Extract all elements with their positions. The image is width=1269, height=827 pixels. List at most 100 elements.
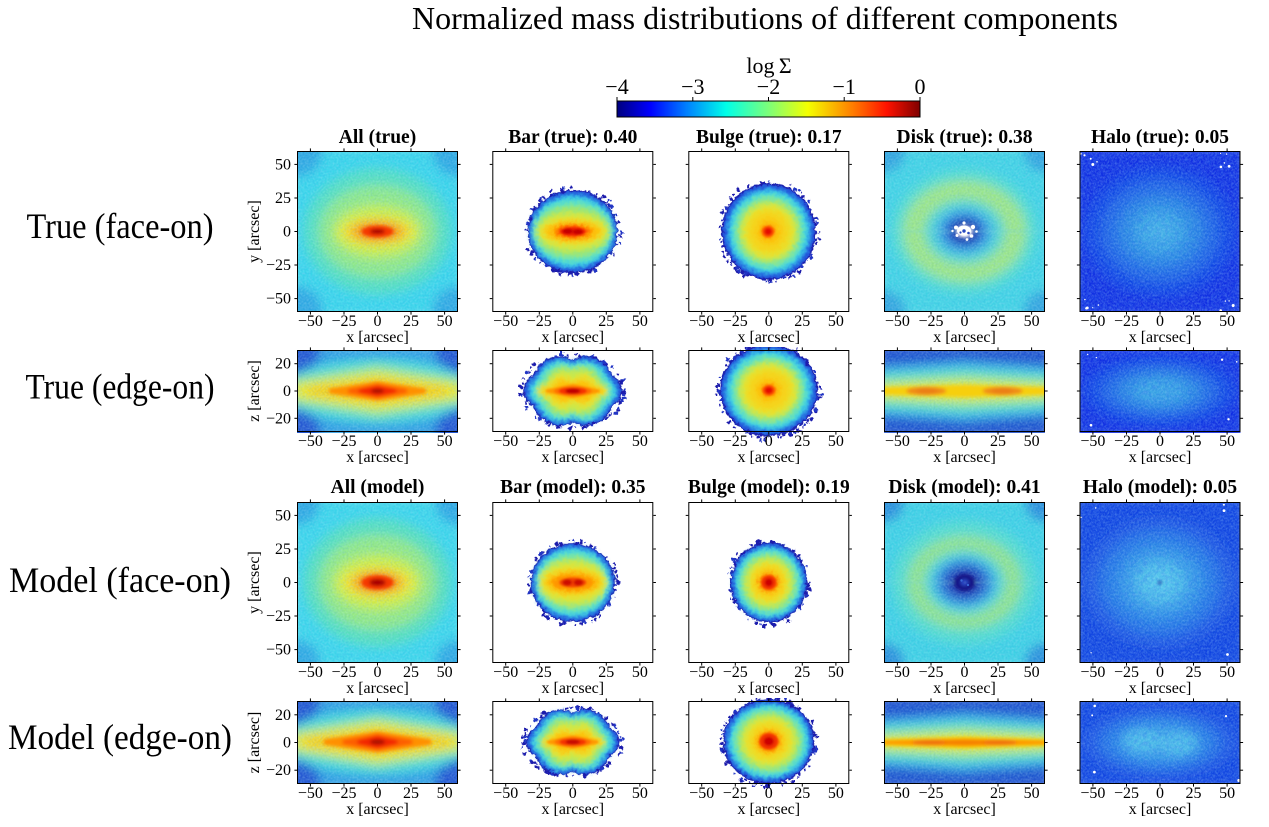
svg-text:0: 0 — [765, 433, 773, 450]
svg-text:25: 25 — [403, 433, 419, 450]
svg-text:0: 0 — [1156, 664, 1164, 681]
svg-text:x [arcsec]: x [arcsec] — [737, 801, 800, 818]
svg-text:x [arcsec]: x [arcsec] — [541, 329, 604, 346]
svg-text:25: 25 — [794, 664, 810, 681]
svg-text:25: 25 — [990, 313, 1006, 330]
svg-text:−50: −50 — [689, 313, 714, 330]
svg-text:x [arcsec]: x [arcsec] — [1129, 329, 1192, 346]
svg-text:0: 0 — [1156, 313, 1164, 330]
svg-text:−25: −25 — [723, 433, 748, 450]
svg-text:0: 0 — [283, 735, 291, 752]
svg-text:25: 25 — [1186, 664, 1202, 681]
svg-text:y [arcsec]: y [arcsec] — [246, 551, 263, 614]
svg-text:−25: −25 — [723, 785, 748, 802]
svg-text:0: 0 — [1156, 785, 1164, 802]
svg-text:−50: −50 — [298, 664, 323, 681]
svg-text:−25: −25 — [723, 664, 748, 681]
svg-text:−20: −20 — [266, 410, 291, 427]
svg-text:−3: −3 — [681, 74, 704, 99]
svg-text:−25: −25 — [331, 433, 356, 450]
svg-text:−25: −25 — [331, 785, 356, 802]
svg-text:0: 0 — [765, 313, 773, 330]
svg-text:−50: −50 — [493, 313, 518, 330]
svg-text:50: 50 — [828, 313, 844, 330]
svg-text:Bar (true): 0.40: Bar (true): 0.40 — [508, 127, 637, 148]
svg-text:25: 25 — [990, 785, 1006, 802]
svg-text:25: 25 — [403, 664, 419, 681]
svg-text:x [arcsec]: x [arcsec] — [933, 801, 996, 818]
svg-text:20: 20 — [275, 356, 291, 373]
svg-text:Halo (true): 0.05: Halo (true): 0.05 — [1091, 127, 1229, 148]
svg-text:−25: −25 — [918, 433, 943, 450]
svg-text:Bulge (true): 0.17: Bulge (true): 0.17 — [696, 127, 842, 148]
svg-text:50: 50 — [437, 433, 453, 450]
svg-text:50: 50 — [632, 664, 648, 681]
svg-text:log Σ: log Σ — [746, 53, 791, 78]
svg-text:0: 0 — [374, 313, 382, 330]
svg-text:0: 0 — [569, 433, 577, 450]
svg-text:25: 25 — [598, 785, 614, 802]
svg-text:−50: −50 — [689, 664, 714, 681]
svg-text:−50: −50 — [885, 664, 910, 681]
svg-text:−25: −25 — [331, 664, 356, 681]
svg-text:Model (edge-on): Model (edge-on) — [8, 717, 232, 757]
svg-text:0: 0 — [374, 785, 382, 802]
svg-text:0: 0 — [283, 383, 291, 400]
svg-text:−50: −50 — [1080, 433, 1105, 450]
svg-text:x [arcsec]: x [arcsec] — [737, 329, 800, 346]
svg-text:50: 50 — [1024, 433, 1040, 450]
svg-text:−25: −25 — [723, 313, 748, 330]
svg-text:25: 25 — [598, 664, 614, 681]
svg-text:0: 0 — [961, 433, 969, 450]
svg-text:x [arcsec]: x [arcsec] — [1129, 449, 1192, 466]
svg-text:x [arcsec]: x [arcsec] — [933, 680, 996, 697]
svg-text:50: 50 — [1024, 313, 1040, 330]
svg-text:y [arcsec]: y [arcsec] — [246, 200, 263, 263]
svg-text:x [arcsec]: x [arcsec] — [346, 801, 409, 818]
svg-text:0: 0 — [961, 313, 969, 330]
svg-text:Disk (model): 0.41: Disk (model): 0.41 — [888, 477, 1040, 498]
svg-text:0: 0 — [374, 433, 382, 450]
svg-text:Bar (model): 0.35: Bar (model): 0.35 — [500, 477, 646, 498]
svg-text:Halo (model): 0.05: Halo (model): 0.05 — [1083, 477, 1238, 498]
svg-text:−25: −25 — [266, 257, 291, 274]
svg-text:−25: −25 — [266, 608, 291, 625]
svg-text:Model (face-on): Model (face-on) — [9, 560, 231, 600]
svg-text:x [arcsec]: x [arcsec] — [1129, 680, 1192, 697]
svg-text:x [arcsec]: x [arcsec] — [346, 449, 409, 466]
svg-text:−50: −50 — [298, 313, 323, 330]
svg-text:0: 0 — [765, 785, 773, 802]
svg-text:−25: −25 — [331, 313, 356, 330]
svg-text:x [arcsec]: x [arcsec] — [541, 680, 604, 697]
svg-text:−50: −50 — [1080, 664, 1105, 681]
svg-text:25: 25 — [794, 313, 810, 330]
svg-text:20: 20 — [275, 707, 291, 724]
svg-text:x [arcsec]: x [arcsec] — [737, 680, 800, 697]
svg-text:−50: −50 — [298, 785, 323, 802]
svg-text:x [arcsec]: x [arcsec] — [346, 329, 409, 346]
svg-text:−50: −50 — [266, 291, 291, 308]
svg-text:50: 50 — [1219, 664, 1235, 681]
svg-text:25: 25 — [403, 785, 419, 802]
svg-text:Disk (true): 0.38: Disk (true): 0.38 — [897, 127, 1033, 148]
svg-text:−25: −25 — [527, 664, 552, 681]
svg-text:−50: −50 — [1080, 313, 1105, 330]
svg-text:50: 50 — [1219, 433, 1235, 450]
svg-text:50: 50 — [1219, 313, 1235, 330]
svg-text:0: 0 — [961, 785, 969, 802]
svg-text:−25: −25 — [1114, 313, 1139, 330]
svg-text:−1: −1 — [832, 74, 855, 99]
svg-text:50: 50 — [437, 785, 453, 802]
svg-text:x [arcsec]: x [arcsec] — [933, 449, 996, 466]
svg-text:50: 50 — [437, 313, 453, 330]
svg-text:−25: −25 — [918, 664, 943, 681]
svg-text:−50: −50 — [266, 642, 291, 659]
svg-text:50: 50 — [437, 664, 453, 681]
svg-text:True (face-on): True (face-on) — [27, 206, 214, 246]
svg-text:x [arcsec]: x [arcsec] — [346, 680, 409, 697]
svg-text:−50: −50 — [885, 313, 910, 330]
svg-text:50: 50 — [632, 313, 648, 330]
svg-text:0: 0 — [374, 664, 382, 681]
svg-text:0: 0 — [1156, 433, 1164, 450]
svg-text:−25: −25 — [527, 433, 552, 450]
